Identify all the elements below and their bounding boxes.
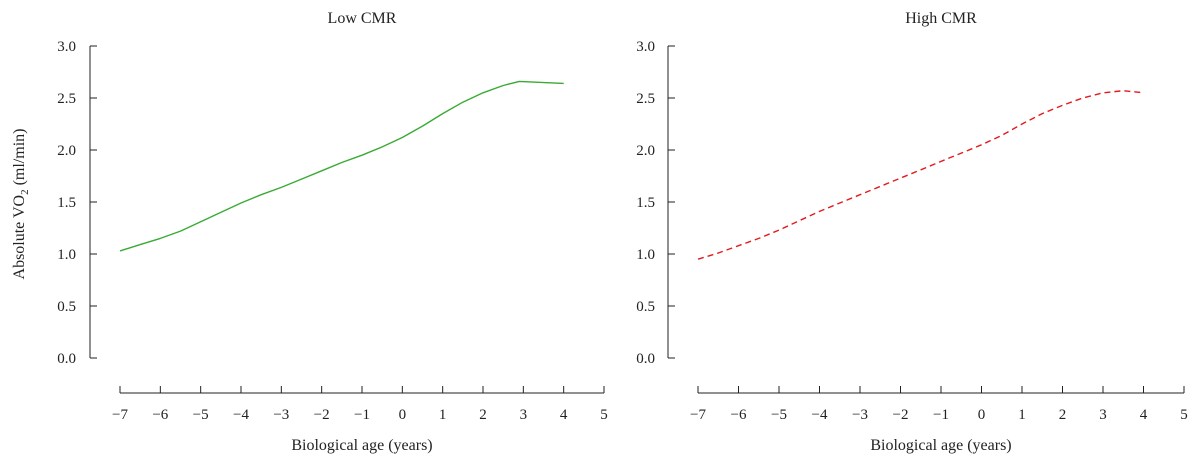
y-tick-label: 1.5: [57, 195, 76, 211]
x-tick-label: −3: [852, 407, 868, 423]
x-tick-label: −2: [893, 407, 909, 423]
x-tick-label: 3: [520, 407, 528, 423]
x-tick-label: −6: [731, 407, 747, 423]
x-tick-label: 5: [600, 407, 608, 423]
y-axis-label: Absolute VO2 (ml/min): [11, 129, 31, 280]
x-tick-label: 3: [1099, 407, 1107, 423]
chart-title: Low CMR: [328, 10, 397, 27]
y-tick-label: 2.0: [57, 143, 76, 159]
x-tick-label: −5: [771, 407, 787, 423]
y-tick-label: 1.5: [636, 195, 655, 211]
x-tick-label: 5: [1180, 407, 1188, 423]
x-tick-label: −5: [193, 407, 209, 423]
y-tick-label: 3.0: [57, 39, 76, 55]
y-tick-label: 0.5: [57, 299, 76, 315]
x-tick-label: −7: [112, 407, 128, 423]
y-tick-label: 2.5: [636, 91, 655, 107]
series-line-high-0: [697, 89, 1144, 260]
x-tick-label: 1: [1018, 407, 1026, 423]
panel-low: Low CMR 0.0 0.5 1.0 1.5 2.0 2.5 3.0 −7 −6 −5 −4 −3 −2…: [11, 10, 608, 454]
y-tick-label: 0.5: [636, 299, 655, 315]
x-tick-label: −4: [812, 407, 828, 423]
y-tick-label: 2.5: [57, 91, 76, 107]
x-tick-label: 0: [399, 407, 407, 423]
x-axis-label: Biological age (years): [870, 437, 1011, 454]
x-tick-label: 2: [1059, 407, 1067, 423]
x-tick-label: −7: [690, 407, 706, 423]
x-tick-label: −4: [233, 407, 249, 423]
x-tick-label: 0: [978, 407, 986, 423]
y-tick-label: 2.0: [636, 143, 655, 159]
x-tick-label: −1: [933, 407, 949, 423]
y-tick-label: 0.0: [636, 351, 655, 367]
x-tick-label: −1: [354, 407, 370, 423]
y-tick-label: 1.0: [57, 247, 76, 263]
x-tick-label: 4: [1140, 407, 1148, 423]
y-tick-label: 1.0: [636, 247, 655, 263]
x-tick-label: 1: [439, 407, 447, 423]
x-tick-label: 2: [479, 407, 487, 423]
x-tick-label: −6: [152, 407, 168, 423]
y-tick-label: 3.0: [636, 39, 655, 55]
x-tick-label: −3: [273, 407, 289, 423]
x-tick-label: −2: [314, 407, 330, 423]
x-tick-label: 4: [560, 407, 568, 423]
chart-title: High CMR: [905, 10, 977, 27]
panel-high: High CMR 0.0 0.5 1.0 1.5 2.0 2.5 3.0 −7 −6 −5 −4 −3 −…: [636, 10, 1188, 454]
series-line-low-0: [119, 80, 564, 252]
y-tick-label: 0.0: [57, 351, 76, 367]
x-axis-label: Biological age (years): [291, 437, 432, 454]
